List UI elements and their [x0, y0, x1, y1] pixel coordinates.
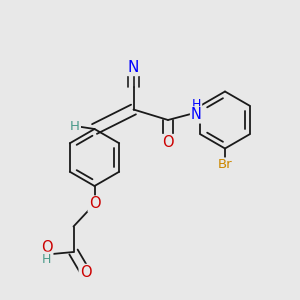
- Text: O: O: [89, 196, 100, 211]
- Text: O: O: [162, 135, 174, 150]
- Text: H: H: [42, 253, 51, 266]
- Text: H: H: [70, 119, 80, 133]
- Text: N: N: [128, 60, 139, 75]
- Text: O: O: [80, 265, 91, 280]
- Text: H: H: [192, 98, 201, 112]
- Text: N: N: [191, 107, 202, 122]
- Text: O: O: [41, 240, 52, 255]
- Text: Br: Br: [218, 158, 232, 172]
